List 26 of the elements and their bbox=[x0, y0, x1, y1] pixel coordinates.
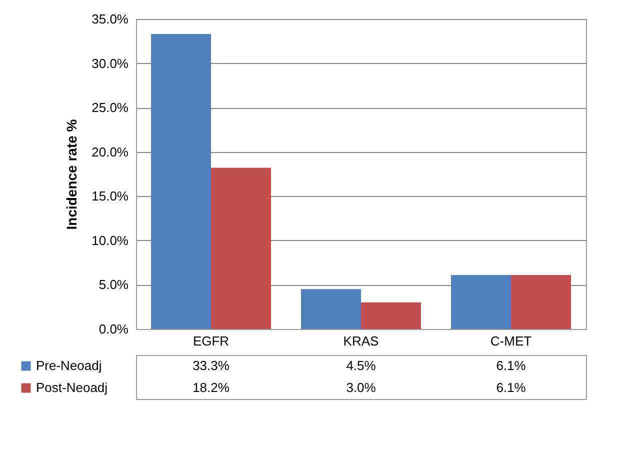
bar bbox=[151, 34, 211, 329]
x-tick-label: C-MET bbox=[490, 334, 532, 348]
x-tick-label: EGFR bbox=[192, 334, 230, 348]
x-tick-label: KRAS bbox=[343, 334, 380, 348]
data-label: 18.2% bbox=[192, 380, 230, 395]
bar bbox=[511, 274, 571, 329]
bar bbox=[211, 168, 271, 329]
y-tick-label: 0.0% bbox=[98, 322, 129, 336]
y-axis-title: Incidence rate % bbox=[64, 118, 80, 230]
y-tick-label: 5.0% bbox=[98, 277, 129, 292]
data-label: 3.0% bbox=[346, 380, 376, 395]
y-tick-label: 25.0% bbox=[92, 100, 129, 116]
y-tick-label: 35.0% bbox=[92, 12, 129, 26]
data-label: 33.3% bbox=[192, 358, 230, 373]
legend-label: Pre-Neoadj bbox=[36, 358, 102, 373]
bar bbox=[361, 302, 421, 329]
legend-label: Post-Neoadj bbox=[36, 380, 108, 395]
bar bbox=[301, 289, 361, 329]
y-tick-label: 30.0% bbox=[92, 56, 129, 71]
data-label: 4.5% bbox=[346, 358, 376, 373]
data-label: 6.1% bbox=[496, 380, 526, 395]
y-tick-label: 15.0% bbox=[92, 188, 129, 204]
bar bbox=[451, 274, 511, 329]
y-tick-label: 10.0% bbox=[92, 232, 129, 248]
data-label: 6.1% bbox=[496, 358, 526, 373]
y-tick-label: 20.0% bbox=[92, 144, 129, 160]
